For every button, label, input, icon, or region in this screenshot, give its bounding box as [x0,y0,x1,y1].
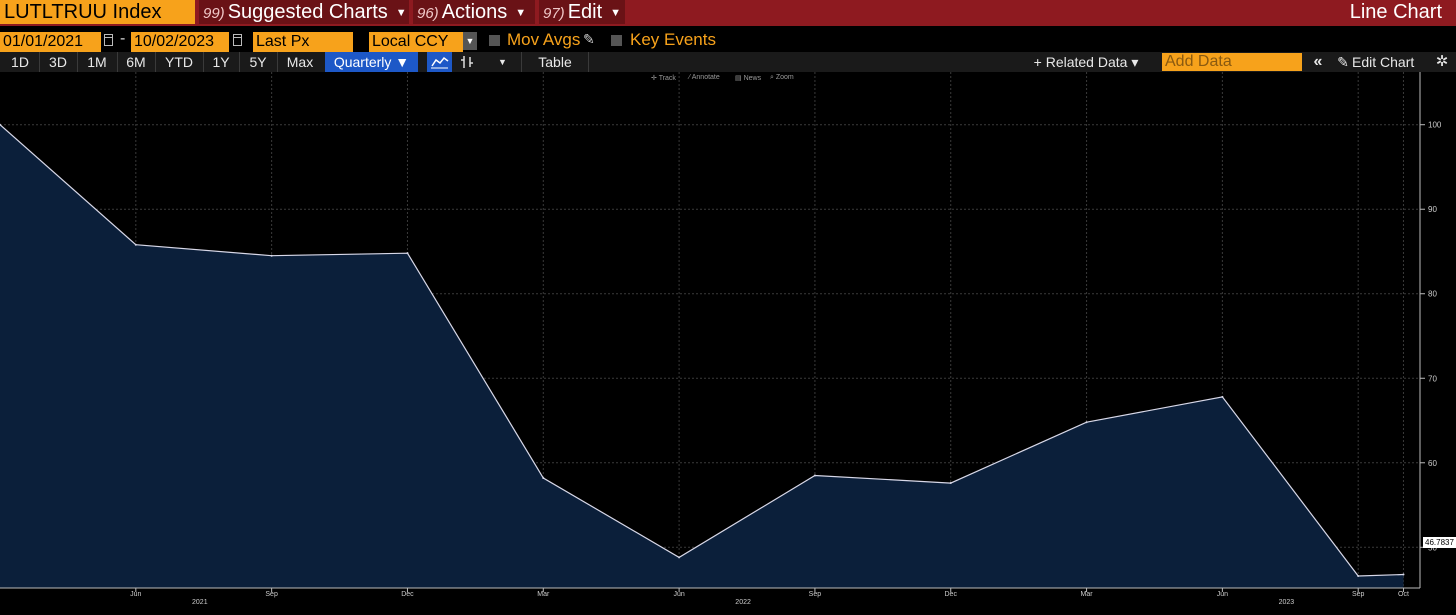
date-range-dash: - [120,30,126,47]
menu-number: 99) [203,5,225,22]
chevron-down-icon: ▼ [395,6,407,19]
zoom-label: Zoom [775,74,794,81]
x-tick-label: Mar [537,591,550,598]
menu-label: Edit [567,1,603,23]
range-1m-button[interactable]: 1M [87,54,107,70]
track-label: Track [658,75,676,82]
gear-icon[interactable]: ✲ [1435,53,1449,70]
x-tick-label: Jun [673,591,684,598]
divider [277,52,278,72]
last-value-badge: 46.7837 [1423,537,1456,548]
divider [39,52,40,72]
calendar-icon[interactable] [104,34,113,46]
collapse-double-chevron-icon[interactable]: « [1313,53,1323,70]
divider [203,52,204,72]
table-button[interactable]: Table [538,54,572,70]
divider [588,52,589,72]
x-tick-label: Oct [1398,591,1409,598]
track-tool[interactable]: ✛ Track [651,75,676,82]
divider [521,52,522,72]
key-events-checkbox[interactable] [611,35,622,46]
y-tick-label: 70 [1428,374,1437,383]
data-point [1357,575,1360,578]
chart-type-label: Line Chart [1349,1,1442,23]
pencil-icon[interactable]: ✎ [1337,54,1349,70]
news-tool[interactable]: ▤ News [735,75,762,82]
series-area [0,124,1404,588]
start-date-field[interactable]: 01/01/2021 [0,32,101,52]
divider [117,52,118,72]
data-point [0,123,1,126]
chevron-down-icon: ▼ [515,6,527,19]
x-tick-label: Sep [265,591,278,598]
mov-avgs-checkbox[interactable] [489,35,500,46]
data-point [1085,421,1088,424]
data-point [1402,573,1405,576]
range-3d-button[interactable]: 3D [49,54,67,70]
x-tick-label: Dec [945,591,958,598]
dropdown-arrow-icon[interactable]: ▼ [463,32,477,50]
x-tick-label: Sep [1352,591,1365,598]
price-field-select[interactable]: Last Px [253,32,353,52]
divider [77,52,78,72]
y-tick-label: 60 [1428,459,1437,468]
range-5y-button[interactable]: 5Y [249,54,267,70]
data-point [1221,395,1224,398]
key-events-label[interactable]: Key Events [630,30,716,49]
data-point [949,482,952,485]
menu-number: 96) [417,5,439,22]
line-chart-icon[interactable] [427,52,452,72]
range-1d-button[interactable]: 1D [11,54,29,70]
range-max-button[interactable]: Max [286,54,314,70]
data-point [270,254,273,257]
x-tick-label: Sep [809,591,822,598]
y-tick-label: 100 [1428,121,1442,130]
menu-number: 97) [543,5,565,22]
actions-button[interactable]: 96) Actions ▼ [413,0,535,24]
data-point [678,556,681,559]
year-label: 2022 [735,599,751,606]
year-label: 2021 [192,599,208,606]
zoom-tool[interactable]: ⌕ Zoom [770,74,794,81]
data-point [813,474,816,477]
divider [155,52,156,72]
x-tick-label: Mar [1081,591,1094,598]
year-label: 2023 [1279,599,1295,606]
x-tick-label: Dec [401,591,414,598]
security-field[interactable]: LUTLTRUU Index [0,0,195,24]
date-row [0,26,1456,52]
news-label: News [743,75,762,82]
edit-button[interactable]: 97) Edit ▼ [539,0,625,24]
chart-options-dropdown-icon[interactable]: ▼ [498,57,507,67]
data-point [542,476,545,479]
pencil-icon[interactable]: ✎ [583,31,595,47]
x-tick-label: Jun [130,591,141,598]
currency-select[interactable]: Local CCY [369,32,463,52]
end-date-field[interactable]: 10/02/2023 [131,32,229,52]
menu-label: Suggested Charts [227,1,388,23]
series-line [0,124,1404,577]
add-data-input[interactable]: Add Data [1162,53,1302,71]
range-ytd-button[interactable]: YTD [165,54,193,70]
divider [239,52,240,72]
annotate-tool[interactable]: ⁄ Annotate [689,74,720,81]
suggested-charts-button[interactable]: 99) Suggested Charts ▼ [199,0,409,24]
edit-chart-button[interactable]: Edit Chart [1352,54,1415,70]
data-point [134,243,137,246]
bar-chart-icon[interactable] [455,52,480,72]
menu-label: Actions [441,1,508,23]
mov-avgs-label[interactable]: Mov Avgs [507,30,581,49]
y-tick-label: 90 [1428,205,1437,214]
range-6m-button[interactable]: 6M [126,54,146,70]
frequency-select[interactable]: Quarterly ▼ [325,52,418,72]
chevron-down-icon: ▼ [610,6,622,19]
y-tick-label: 80 [1428,290,1437,299]
price-chart[interactable]: 5060708090100JunSepDecMarJunSepDecMarJun… [0,72,1456,615]
range-1y-button[interactable]: 1Y [212,54,230,70]
x-tick-label: Jun [1217,591,1228,598]
annotate-label: Annotate [691,74,720,81]
calendar-icon[interactable] [233,34,242,46]
related-data-button[interactable]: + Related Data ▾ [1033,54,1139,70]
data-point [406,252,409,255]
